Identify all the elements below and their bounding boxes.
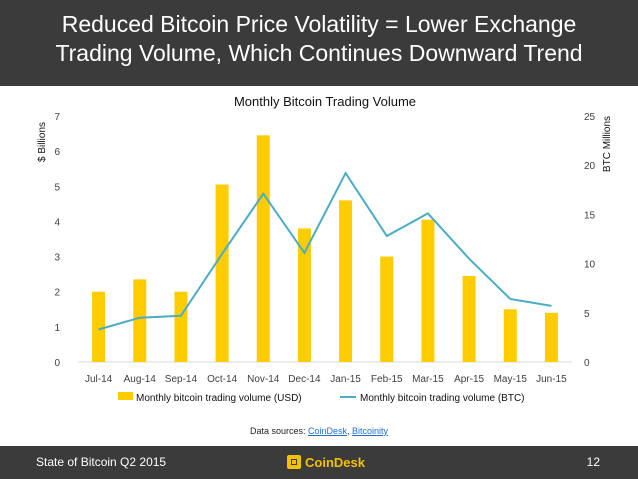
coindesk-logo-text: CoinDesk [305,454,365,470]
bar-usd [503,309,517,362]
y-tick-label-left: 4 [54,217,60,228]
coindesk-logo: CoinDesk [287,454,365,470]
y-tick-label-left: 3 [54,253,60,264]
x-tick-label: Jun-15 [536,374,567,385]
legend-label-btc: Monthly bitcoin trading volume (BTC) [360,393,525,404]
bar-usd [339,200,353,362]
bar-usd [92,291,106,362]
page-number: 12 [586,455,600,469]
bar-usd [215,184,229,362]
bitcoinity-link[interactable]: Bitcoinity [352,426,389,436]
slide-header: Reduced Bitcoin Price Volatility = Lower… [0,0,638,86]
x-tick-label: Aug-14 [124,374,157,385]
y-tick-label-right: 5 [584,309,590,320]
y-tick-label-left: 6 [54,147,60,158]
y-tick-label-right: 0 [584,358,590,369]
coindesk-logo-icon [287,455,301,469]
x-tick-label: Oct-14 [207,374,237,385]
trading-volume-chart: Monthly Bitcoin Trading Volume 0 1 2 3 4 5 6 7 0 5… [37,94,613,404]
bar-usd [174,291,188,362]
sources-prefix: Data sources: [249,426,308,436]
x-tick-label: Apr-15 [454,374,484,385]
x-tick-label: Feb-15 [371,374,403,385]
bar-usd [256,135,270,362]
x-tick-label: Nov-14 [247,374,280,385]
y-tick-label-left: 0 [54,358,60,369]
bar-usd [421,219,435,362]
slide-footer: State of Bitcoin Q2 2015 CoinDesk 12 [0,446,638,479]
x-tick-label: Jan-15 [330,374,361,385]
bar-usd [297,228,311,362]
y-tick-label-left: 1 [54,323,60,334]
legend-swatch-usd [118,392,133,400]
y-tick-label-left: 2 [54,288,60,299]
slide-title-line-2: Trading Volume, Which Continues Downward… [55,40,583,66]
slide-title: Reduced Bitcoin Price Volatility = Lower… [0,10,638,68]
deck-title: State of Bitcoin Q2 2015 [36,455,167,469]
coindesk-link[interactable]: CoinDesk [307,426,347,436]
x-tick-label: Mar-15 [412,374,444,385]
data-sources: Data sources: CoinDesk, Bitcoinity [0,426,638,436]
y-tick-label-right: 25 [584,112,596,123]
x-tick-label: Sep-14 [165,374,198,385]
bar-usd [133,279,147,362]
slide-title-line-1: Reduced Bitcoin Price Volatility = Lower… [61,11,577,37]
y-tick-label-right: 15 [584,210,596,221]
y-tick-label-right: 20 [584,161,596,172]
x-tick-label: Dec-14 [288,374,321,385]
y-axis-label-left: $ Billions [37,122,48,162]
x-tick-label: Jul-14 [85,374,113,385]
line-btc [98,171,552,331]
y-tick-label-left: 7 [54,112,60,123]
bar-usd [380,256,394,362]
y-tick-label-right: 10 [584,260,596,271]
y-tick-label-left: 5 [54,182,60,193]
chart-area: Monthly Bitcoin Trading Volume 0 1 2 3 4 5 6 7 0 5… [0,86,638,446]
legend-label-usd: Monthly bitcoin trading volume (USD) [136,393,302,404]
bar-usd [544,312,558,362]
y-axis-label-right: BTC Millions [602,116,613,172]
chart-title: Monthly Bitcoin Trading Volume [234,94,416,109]
sources-separator: , [347,426,353,436]
x-tick-label: May-15 [494,374,528,385]
bar-usd [462,275,476,362]
